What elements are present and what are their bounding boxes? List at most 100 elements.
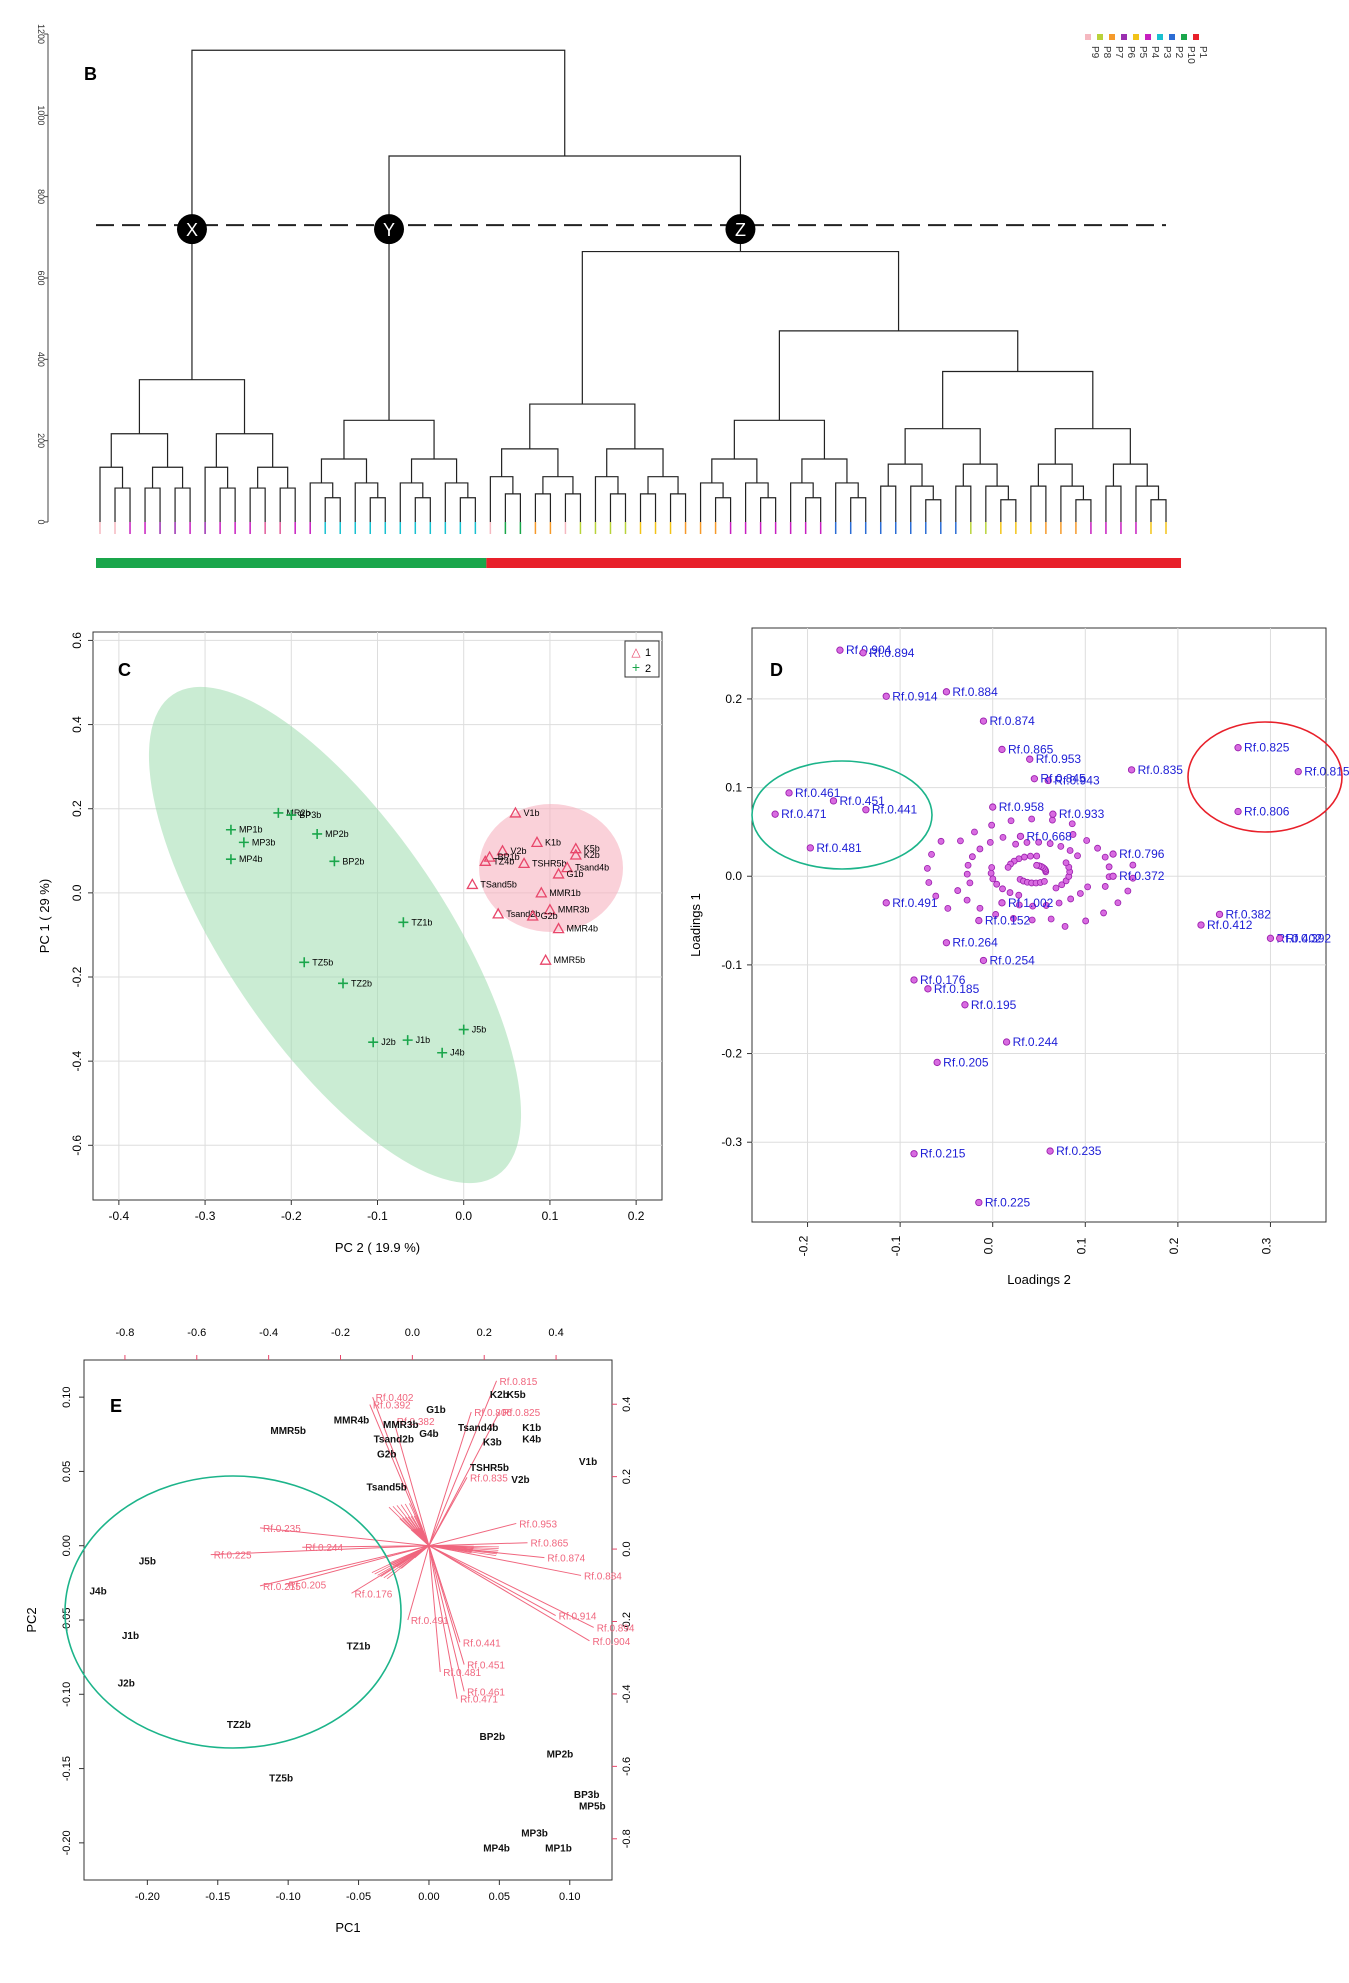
group-1-point-label: TSHR5b [532, 858, 567, 868]
loading-arrow [428, 1545, 465, 1665]
group-2-point [402, 1035, 413, 1046]
right-tick-label: -0.8 [621, 1829, 633, 1848]
dendrogram-link [669, 493, 687, 522]
score-label: J4b [89, 1586, 106, 1597]
loading-point-label: Rf.0.152 [985, 914, 1031, 928]
loading-point-unlabeled [1047, 915, 1055, 923]
top-tick-label: -0.2 [331, 1327, 350, 1339]
x-tick-label: 0.2 [1167, 1237, 1181, 1254]
loading-point-unlabeled [966, 879, 974, 887]
group-2-point [225, 854, 236, 865]
loading-arrow [369, 1404, 430, 1546]
loading-arrow-label: Rf.0.441 [463, 1638, 501, 1649]
loading-point [829, 797, 838, 805]
group-1-point-label: MMR4b [567, 924, 599, 934]
loading-point [882, 899, 890, 907]
dendrogram-link [204, 466, 229, 522]
group-2-point [338, 978, 349, 989]
loading-point-unlabeled [963, 870, 971, 878]
dendrogram-link [1135, 485, 1160, 522]
loading-arrow-label: Rf.0.402 [376, 1393, 414, 1404]
dendrogram-link [174, 487, 191, 522]
group-1-point-label: MMR5b [554, 955, 586, 965]
dendrogram-link [594, 476, 619, 522]
loading-point-unlabeled [1129, 861, 1137, 869]
dendrogram-link [410, 458, 458, 483]
loading-point-unlabeled [1033, 861, 1041, 869]
loading-point-label: Rf.1.002 [1008, 896, 1054, 910]
legend-label: P4 [1149, 46, 1160, 59]
score-label: MP5b [579, 1802, 606, 1813]
loading-point [910, 1150, 918, 1158]
loading-point [942, 688, 951, 696]
dendrogram-link [1030, 485, 1047, 522]
loading-point-unlabeled [1076, 890, 1084, 897]
right-tick-label: 0.4 [621, 1397, 633, 1412]
x-tick-label: -0.2 [797, 1235, 811, 1256]
legend-swatch [1121, 34, 1127, 40]
cluster-label: Z [735, 220, 746, 240]
dendrogram-link [444, 482, 469, 522]
loading-point-unlabeled [1023, 839, 1031, 846]
leaf-label-group [99, 522, 1167, 534]
score-label: K5b [507, 1390, 526, 1401]
score-label: BP2b [480, 1732, 506, 1743]
cluster-label: Y [383, 220, 395, 240]
loading-point [1215, 910, 1224, 919]
y-tick-label: 0.4 [70, 716, 84, 733]
score-label: TSHR5b [470, 1463, 509, 1474]
right-tick-label: -0.4 [621, 1684, 633, 1703]
loading-point-unlabeled [1029, 902, 1037, 910]
group-bar-red [486, 558, 1182, 568]
dendrogram-link [110, 433, 169, 468]
legend-swatch [1181, 34, 1187, 40]
dendrogram-link [257, 466, 289, 489]
group-1-point [569, 842, 582, 854]
loading-point-unlabeled [923, 864, 931, 872]
panel-d-loadings: -0.2 -0.1 0.0 0.1 0.2 0.3 -0.3 -0.2 -0.1 0.0 0.1 0.… [688, 627, 1349, 1287]
group-2-point [437, 1047, 448, 1058]
loading-point-label: Rf.0.402 [1276, 931, 1322, 945]
dendrogram-link [1112, 463, 1148, 487]
score-label: TZ5b [269, 1773, 293, 1784]
top-tick-label: 0.0 [405, 1327, 420, 1339]
top-tick-label: 0.2 [477, 1327, 492, 1339]
loading-arrow-label: Rf.0.865 [531, 1539, 569, 1550]
loading-point-unlabeled [925, 879, 933, 886]
panel-c-scores: -0.4 -0.3 -0.2 -0.1 0.0 0.1 0.2 -0.6 -0.4 -0.2 0.0… [37, 631, 663, 1255]
loading-point-unlabeled [1101, 883, 1109, 890]
loading-point-unlabeled [1028, 815, 1036, 823]
dendrogram-link [1000, 499, 1017, 522]
dendrogram-link [191, 49, 566, 380]
score-label: Tsand2b [374, 1435, 414, 1446]
loading-point-label: Rf.0.451 [839, 794, 885, 808]
score-label: J1b [122, 1631, 139, 1642]
loading-point [1109, 872, 1117, 880]
loading-point-label: Rf.0.215 [920, 1147, 966, 1161]
loading-point [1002, 1038, 1011, 1046]
highlight-ellipse-green [751, 760, 933, 870]
loading-point-unlabeled [986, 838, 994, 846]
group-1-point-label: K5b [584, 844, 600, 854]
loading-point-unlabeled [937, 837, 945, 845]
y-tick-label: -0.2 [70, 966, 84, 987]
dendrogram-link [489, 476, 514, 522]
score-label: MP2b [547, 1750, 574, 1761]
loading-point [1049, 810, 1057, 818]
loading-arrow-label: Rf.0.806 [474, 1408, 512, 1419]
loading-point-label: Rf.0.884 [952, 685, 998, 699]
loading-point-unlabeled [976, 845, 984, 853]
loading-point-unlabeled [1035, 838, 1043, 846]
loading-arrow [428, 1411, 472, 1546]
y-tick-label: -0.6 [70, 1135, 84, 1156]
loading-point-unlabeled [1012, 840, 1020, 848]
loading-point-unlabeled [1066, 847, 1074, 854]
legend-label: P9 [1089, 46, 1100, 59]
dendrogram-link [904, 428, 981, 465]
loading-point-unlabeled [1027, 852, 1034, 860]
group-1-point [539, 953, 552, 965]
group-1-point [530, 836, 544, 848]
dendrogram-link [215, 433, 274, 468]
group-1-point [517, 857, 531, 869]
